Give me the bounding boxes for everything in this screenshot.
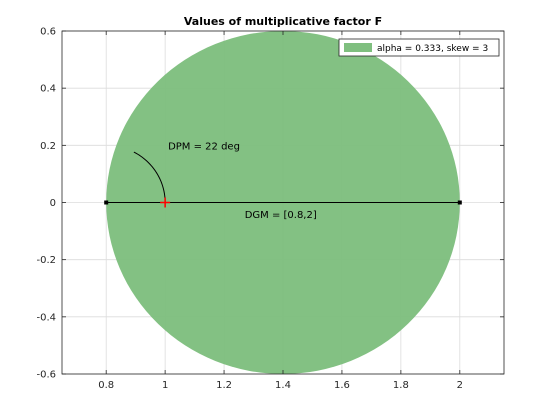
dgm-endpoint-marker	[457, 200, 462, 205]
x-tick-label: 1	[162, 380, 168, 391]
legend-swatch	[344, 43, 372, 52]
dgm-endpoint-marker	[104, 200, 109, 205]
x-tick-label: 1.8	[393, 380, 409, 391]
chart-title: Values of multiplicative factor F	[184, 15, 382, 28]
legend: alpha = 0.333, skew = 3	[338, 38, 500, 57]
y-tick-label: 0.4	[40, 84, 56, 95]
dpm-annotation: DPM = 22 deg	[168, 141, 240, 152]
x-tick-label: 1.2	[216, 380, 232, 391]
dpm-arc	[133, 151, 166, 203]
y-tick-label: -0.4	[36, 312, 56, 323]
x-axis-ticks: 0.8 1 1.2 1.4 1.6 1.8 2	[98, 31, 463, 391]
y-tick-label: -0.2	[36, 255, 56, 266]
y-axis-ticks: -0.6 -0.4 -0.2 0 0.2 0.4 0.6	[36, 27, 504, 381]
x-tick-label: 0.8	[98, 380, 114, 391]
red-plus-marker	[160, 197, 171, 208]
y-tick-label: 0.2	[40, 141, 56, 152]
x-tick-label: 1.4	[275, 380, 291, 391]
dgm-annotation: DGM = [0.8,2]	[245, 210, 317, 221]
legend-label: alpha = 0.333, skew = 3	[377, 44, 488, 54]
legend-box	[338, 38, 500, 57]
y-tick-label: -0.6	[36, 370, 56, 381]
x-tick-label: 1.6	[334, 380, 350, 391]
y-tick-label: 0.6	[40, 27, 56, 38]
x-tick-label: 2	[457, 380, 463, 391]
y-tick-label: 0	[50, 198, 56, 209]
plot-lines-layer	[104, 151, 462, 208]
